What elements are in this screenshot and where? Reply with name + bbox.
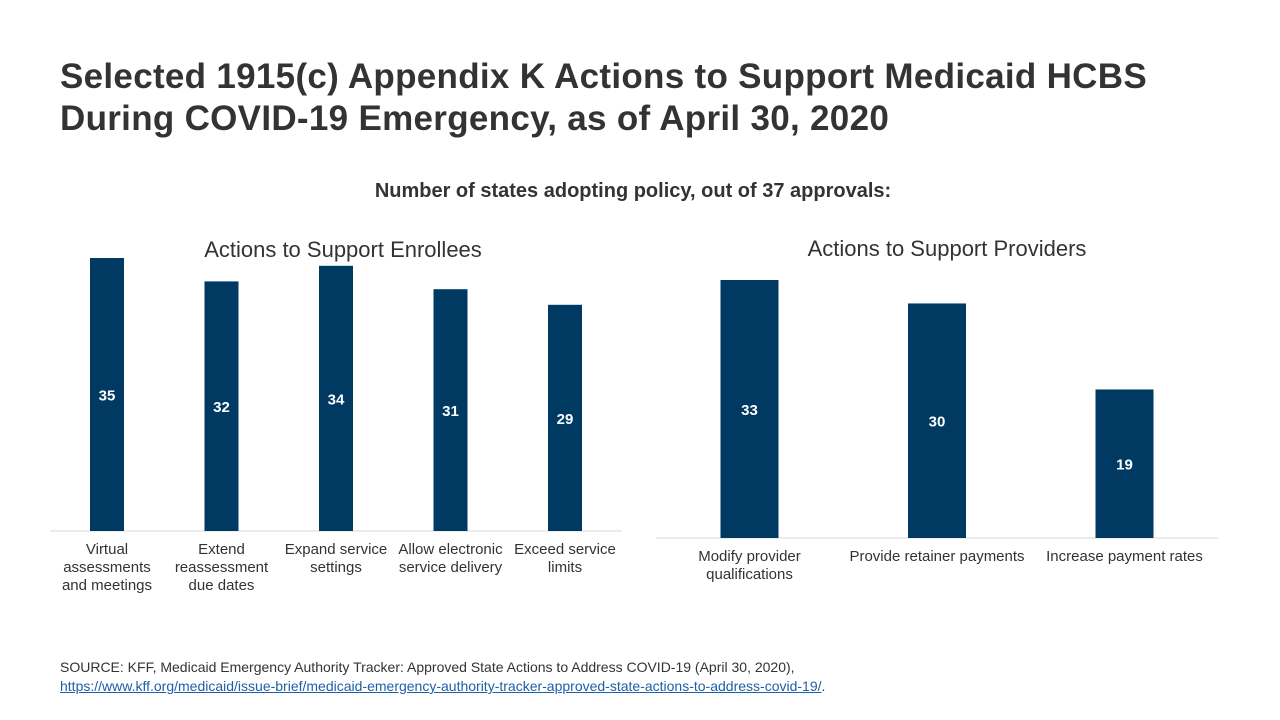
source-note: SOURCE: KFF, Medicaid Emergency Authorit… <box>60 658 1240 696</box>
enrollees-panel-title: Actions to Support Enrollees <box>204 237 482 262</box>
enrollees-category-label-2: Extend reassessment due dates <box>174 541 269 594</box>
enrollees-data-label-3: 34 <box>328 391 345 408</box>
chart-subtitle: Number of states adopting policy, out of… <box>374 180 892 202</box>
providers-data-label-1: 33 <box>741 402 758 419</box>
enrollees-bar-2 <box>204 281 239 531</box>
enrollees-data-label-2: 32 <box>213 399 230 416</box>
providers-category-label-3: Increase payment rates <box>1046 548 1203 565</box>
enrollees-data-label-5: 29 <box>557 411 574 428</box>
providers-data-label-3: 19 <box>1116 457 1133 474</box>
enrollees-category-label-3: Expand service settings <box>284 541 388 576</box>
providers-bar-2 <box>908 303 966 538</box>
enrollees-data-label-4: 31 <box>442 403 459 420</box>
providers-category-label-1: Modify provider qualifications <box>698 548 801 583</box>
source-link[interactable]: https://www.kff.org/medicaid/issue-brief… <box>60 678 822 694</box>
providers-bar-chart: 33 30 19 <box>656 280 1218 539</box>
source-text: SOURCE: KFF, Medicaid Emergency Authorit… <box>60 659 795 675</box>
slide-title: Selected 1915(c) Appendix K Actions to S… <box>60 57 1147 138</box>
enrollees-category-label-4: Allow electronic service delivery <box>398 541 503 576</box>
enrollees-category-label-5: Exceed service limits <box>514 541 616 576</box>
providers-bar-3 <box>1095 389 1154 538</box>
enrollees-bar-chart: 35 32 34 31 29 <box>50 258 622 532</box>
enrollees-bar-3 <box>319 265 353 531</box>
providers-data-label-2: 30 <box>929 414 946 431</box>
providers-bar-1 <box>720 280 779 538</box>
providers-category-label-2: Provide retainer payments <box>849 548 1025 565</box>
enrollees-bar-4 <box>433 289 468 531</box>
enrollees-data-label-1: 35 <box>99 388 116 405</box>
enrollees-category-label-1: Virtual assessments and meetings <box>61 541 153 594</box>
source-suffix: . <box>821 678 826 694</box>
enrollees-bar-5 <box>548 304 582 531</box>
providers-panel-title: Actions to Support Providers <box>807 236 1087 261</box>
enrollees-bar-1 <box>90 258 124 531</box>
